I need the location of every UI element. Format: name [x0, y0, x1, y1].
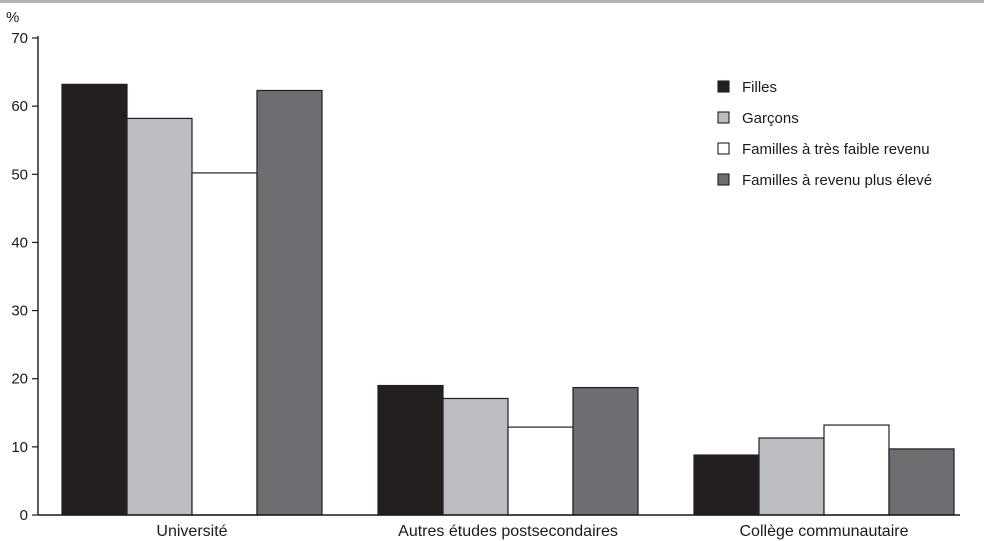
- bar-4-category-1: [256, 89, 323, 516]
- legend-swatch-3: [717, 142, 730, 155]
- bar-4-category-3: [888, 448, 955, 516]
- y-tick-label-30: 30: [11, 303, 28, 320]
- top-rule: [0, 0, 984, 3]
- category-label-3: Collège communautaire: [740, 523, 909, 540]
- y-tick-label-70: 70: [11, 30, 28, 47]
- bar-3-category-1: [191, 172, 258, 516]
- category-label-2: Autres études postsecondaires: [398, 523, 618, 540]
- bar-3-category-2: [507, 426, 574, 516]
- category-label-1: Université: [156, 523, 227, 540]
- y-tick-label-60: 60: [11, 98, 28, 115]
- legend-swatch-1: [717, 80, 730, 93]
- bar-3-category-3: [823, 424, 890, 516]
- y-tick-label-50: 50: [11, 166, 28, 183]
- category-labels: Université Autres études postsecondaires C…: [156, 523, 908, 540]
- bar-1-category-3: [693, 454, 760, 516]
- legend-label-2: Garçons: [742, 110, 799, 127]
- y-axis-ticks: 0 10 20 30 40 50 60 70: [11, 30, 38, 524]
- bar-1-category-1: [61, 83, 128, 516]
- bar-2-category-3: [758, 437, 825, 516]
- y-tick-label-10: 10: [11, 439, 28, 456]
- axes: [37, 36, 960, 516]
- bar-2-category-2: [442, 397, 509, 516]
- bar-4-category-2: [572, 386, 639, 516]
- legend: Filles Garçons Familles à très faible reve…: [717, 79, 932, 189]
- y-tick-label-0: 0: [20, 507, 28, 524]
- legend-label-4: Familles à revenu plus élevé: [742, 172, 932, 189]
- legend-swatch-4: [717, 173, 730, 186]
- legend-swatch-2: [717, 111, 730, 124]
- bar-1-category-2: [377, 384, 444, 516]
- legend-label-3: Familles à très faible revenu: [742, 141, 930, 158]
- y-tick-label-40: 40: [11, 234, 28, 251]
- legend-label-1: Filles: [742, 79, 777, 96]
- y-axis-unit-label: %: [6, 9, 19, 26]
- y-tick-label-20: 20: [11, 371, 28, 388]
- bar-2-category-1: [126, 117, 193, 516]
